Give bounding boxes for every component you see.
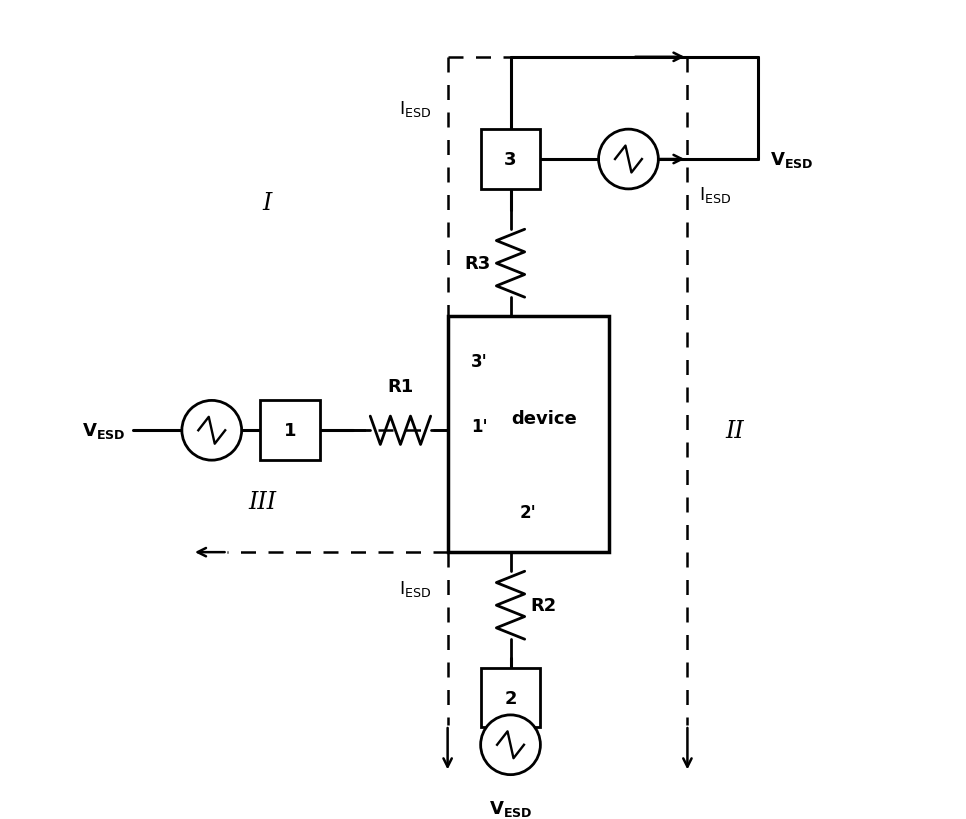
Bar xyxy=(447,317,609,553)
Text: $\mathrm{I_{ESD}}$: $\mathrm{I_{ESD}}$ xyxy=(400,99,432,119)
Text: $\mathbf{V}_{\mathbf{ESD}}$: $\mathbf{V}_{\mathbf{ESD}}$ xyxy=(770,150,813,170)
Circle shape xyxy=(182,401,242,460)
Circle shape xyxy=(481,715,540,775)
Text: I: I xyxy=(262,192,271,215)
Text: III: III xyxy=(249,490,277,513)
Text: $\mathrm{I_{ESD}}$: $\mathrm{I_{ESD}}$ xyxy=(699,185,731,205)
Text: II: II xyxy=(725,419,744,442)
Text: 2: 2 xyxy=(504,689,517,707)
Text: 1: 1 xyxy=(284,422,297,440)
Text: 3: 3 xyxy=(504,151,517,169)
Text: 2': 2' xyxy=(520,503,536,521)
Text: 1': 1' xyxy=(471,418,488,436)
Text: device: device xyxy=(511,410,577,428)
Text: $\mathbf{V}_{\mathbf{ESD}}$: $\mathbf{V}_{\mathbf{ESD}}$ xyxy=(82,421,126,441)
Text: R2: R2 xyxy=(530,596,556,614)
Text: $\mathbf{V}_{\mathbf{ESD}}$: $\mathbf{V}_{\mathbf{ESD}}$ xyxy=(489,799,532,818)
Text: $\mathrm{I_{ESD}}$: $\mathrm{I_{ESD}}$ xyxy=(400,578,432,598)
Text: R1: R1 xyxy=(387,378,413,396)
Circle shape xyxy=(599,130,659,190)
Bar xyxy=(261,401,321,460)
Text: R3: R3 xyxy=(465,255,491,273)
Text: 3': 3' xyxy=(471,352,488,370)
Bar xyxy=(481,668,540,727)
Bar xyxy=(481,130,540,190)
